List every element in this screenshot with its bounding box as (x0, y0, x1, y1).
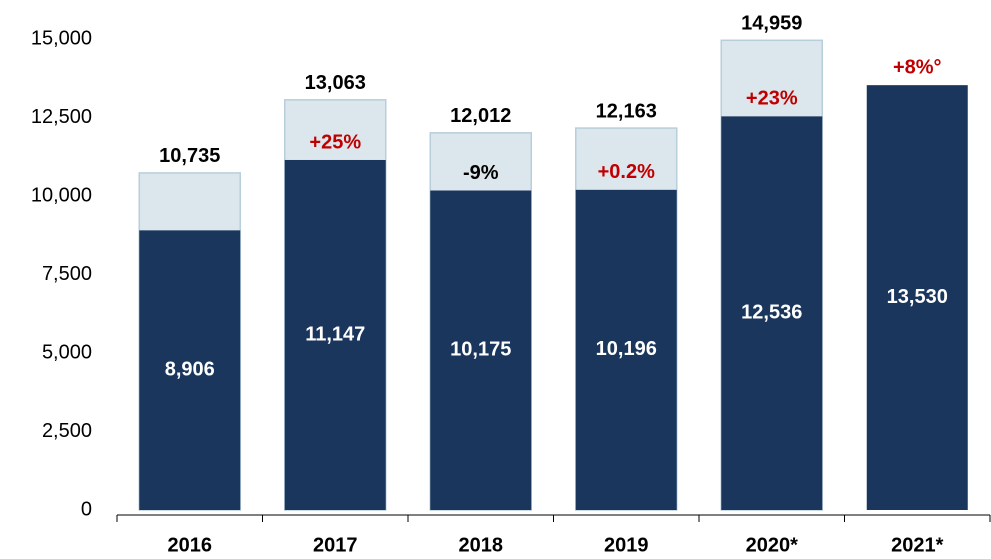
x-tick-label: 2020* (746, 534, 798, 556)
y-tick-label: 0 (81, 498, 92, 520)
bar (284, 159, 386, 511)
value-label: 14,959 (741, 13, 802, 35)
value-label: 12,012 (450, 105, 511, 127)
value-label: 13,530 (887, 286, 948, 308)
value-label: 11,147 (305, 323, 365, 345)
growth-label: +25% (309, 131, 361, 153)
y-tick-label: 7,500 (42, 263, 92, 285)
value-label: 10,175 (450, 339, 511, 361)
value-label: 12,163 (596, 100, 657, 122)
value-label: 13,063 (305, 72, 366, 94)
bar (866, 85, 968, 511)
growth-label: +23% (746, 88, 798, 110)
value-label: 12,536 (741, 301, 802, 323)
bar (430, 190, 532, 510)
growth-label: +0.2% (598, 161, 655, 183)
x-tick-label: 2019 (604, 534, 649, 556)
x-tick-label: 2016 (168, 534, 213, 556)
growth-label: +8%° (893, 56, 942, 78)
y-tick-label: 10,000 (31, 184, 92, 206)
value-label: 10,735 (159, 145, 220, 167)
bar (721, 116, 823, 510)
growth-label: -9% (463, 162, 499, 184)
y-tick-label: 15,000 (31, 27, 92, 49)
value-label: 8,906 (165, 358, 215, 380)
x-tick-label: 2018 (459, 534, 504, 556)
y-tick-label: 2,500 (42, 420, 92, 442)
y-tick-label: 12,500 (31, 106, 92, 128)
bar (575, 189, 677, 511)
x-tick-label: 2017 (313, 534, 358, 556)
bar (139, 230, 241, 510)
y-tick-label: 5,000 (42, 341, 92, 363)
value-label: 10,196 (596, 338, 657, 360)
x-tick-label: 2021* (891, 534, 943, 556)
